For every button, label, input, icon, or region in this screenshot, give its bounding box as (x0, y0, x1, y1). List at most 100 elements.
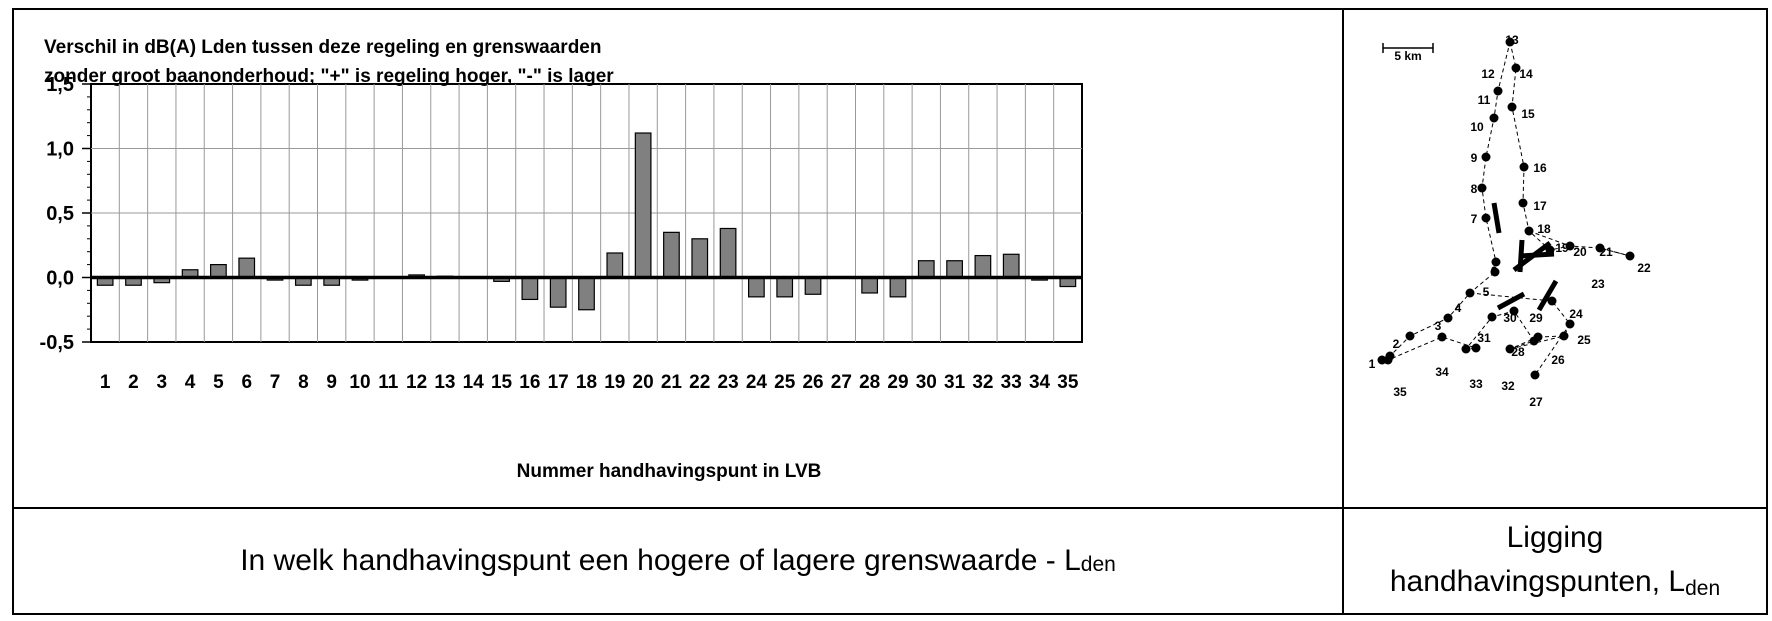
map-point-label: 19 (1555, 241, 1569, 255)
bar (776, 276, 794, 298)
x-tick-label: 26 (802, 372, 823, 393)
x-tick-label: 29 (887, 372, 908, 393)
map-point-label: 33 (1469, 377, 1483, 391)
x-tick-label: 7 (270, 372, 281, 393)
x-tick-label: 27 (831, 372, 852, 393)
bar (521, 276, 539, 301)
x-tick-label: 21 (661, 372, 683, 393)
map-point-label: 22 (1637, 261, 1651, 275)
map-point-label: 4 (1455, 301, 1462, 315)
y-tick-label: 1,0 (46, 139, 74, 161)
x-tick-label: 6 (241, 372, 252, 393)
bar (578, 276, 595, 311)
x-tick-label: 22 (689, 372, 710, 393)
map-point-label: 34 (1435, 365, 1449, 379)
map-point (1487, 312, 1497, 322)
route-line (1469, 292, 1571, 338)
map-point (1518, 198, 1528, 208)
map-point-label: 1 (1369, 357, 1376, 371)
map-point (1547, 296, 1557, 306)
caption-right: Ligging handhavingspunten, Lden (1344, 509, 1766, 613)
map-point-label: 20 (1573, 245, 1587, 259)
bar (861, 276, 879, 294)
x-tick-label: 13 (434, 372, 455, 393)
map-point (1489, 113, 1499, 123)
map-point-label: 27 (1529, 395, 1543, 409)
map-point (1507, 102, 1517, 112)
x-tick-label: 5 (213, 372, 224, 393)
map-point (1481, 152, 1491, 162)
x-tick-label: 19 (604, 372, 625, 393)
map-point (1509, 306, 1519, 316)
x-tick-label: 11 (378, 372, 399, 393)
map-point-label: 7 (1471, 212, 1478, 226)
map-point-label: 5 (1483, 285, 1490, 299)
map-point-label: 9 (1471, 151, 1478, 165)
y-tick-label: -0,5 (40, 332, 74, 354)
bar (634, 132, 652, 279)
x-tick-label: 31 (944, 372, 966, 393)
bar (946, 260, 963, 279)
map-point-label: 6 (1491, 264, 1498, 278)
map-point (1519, 162, 1529, 172)
map-point-label: 14 (1519, 67, 1533, 81)
map-point (1443, 313, 1453, 323)
runway (1496, 291, 1526, 311)
map-point (1471, 343, 1481, 353)
x-tick-label: 30 (916, 372, 937, 393)
map-point (1491, 257, 1501, 267)
map-point-label: 26 (1551, 353, 1565, 367)
map-point-label: 30 (1503, 311, 1517, 325)
scale-bar: 5 km (1382, 43, 1434, 63)
map-point (1477, 183, 1487, 193)
x-tick-label: 28 (859, 372, 880, 393)
map-point (1405, 331, 1415, 341)
map-point-label: 28 (1511, 345, 1525, 359)
chart-title-line2: zonder groot baanonderhoud; "+" is regel… (44, 66, 614, 87)
map-point-label: 10 (1470, 120, 1484, 134)
map-point (1490, 267, 1500, 277)
bar (917, 260, 935, 279)
map-point-label: 18 (1537, 222, 1551, 236)
bar (549, 276, 567, 308)
map-point-label: 17 (1533, 199, 1547, 213)
bar-chart: Verschil in dB(A) Lden tussen deze regel… (40, 37, 1083, 482)
x-tick-label: 34 (1029, 372, 1051, 393)
x-tick-label: 23 (718, 372, 739, 393)
bar (663, 231, 680, 279)
route-line (1481, 41, 1511, 273)
map-point (1625, 251, 1635, 261)
x-tick-label: 4 (185, 372, 196, 393)
caption-left: In welk handhavingspunt een hogere of la… (14, 509, 1342, 613)
map-point-label: 8 (1471, 182, 1478, 196)
route-line (1509, 335, 1565, 350)
map-point (1437, 332, 1447, 342)
panel-divider-vertical (1342, 8, 1344, 615)
runways (1491, 202, 1559, 312)
caption-right-subscript: den (1685, 576, 1721, 600)
map-point-label: 23 (1591, 277, 1605, 291)
map-point-label: 13 (1505, 33, 1519, 47)
scale-label: 5 km (1394, 49, 1421, 63)
x-tick-label: 18 (576, 372, 597, 393)
map-point (1465, 288, 1475, 298)
map-point-label: 32 (1501, 379, 1515, 393)
map-point (1559, 331, 1569, 341)
x-tick-label: 12 (406, 372, 427, 393)
y-tick-label: 0,0 (46, 268, 74, 290)
x-tick-label: 25 (774, 372, 796, 393)
caption-right-line2: handhavingspunten, L (1389, 564, 1686, 598)
chart-title-line1: Verschil in dB(A) Lden tussen deze regel… (44, 37, 601, 58)
runway (1491, 202, 1502, 234)
x-tick-label: 2 (128, 372, 139, 393)
bar (606, 252, 624, 279)
map-point (1565, 319, 1575, 329)
x-tick-label: 3 (156, 372, 167, 393)
x-tick-label: 1 (100, 372, 111, 393)
bar (1002, 253, 1020, 279)
map-point-label: 31 (1477, 331, 1491, 345)
map-routes (1381, 41, 1631, 376)
map-point (1383, 355, 1393, 365)
x-tick-label: 15 (491, 372, 513, 393)
